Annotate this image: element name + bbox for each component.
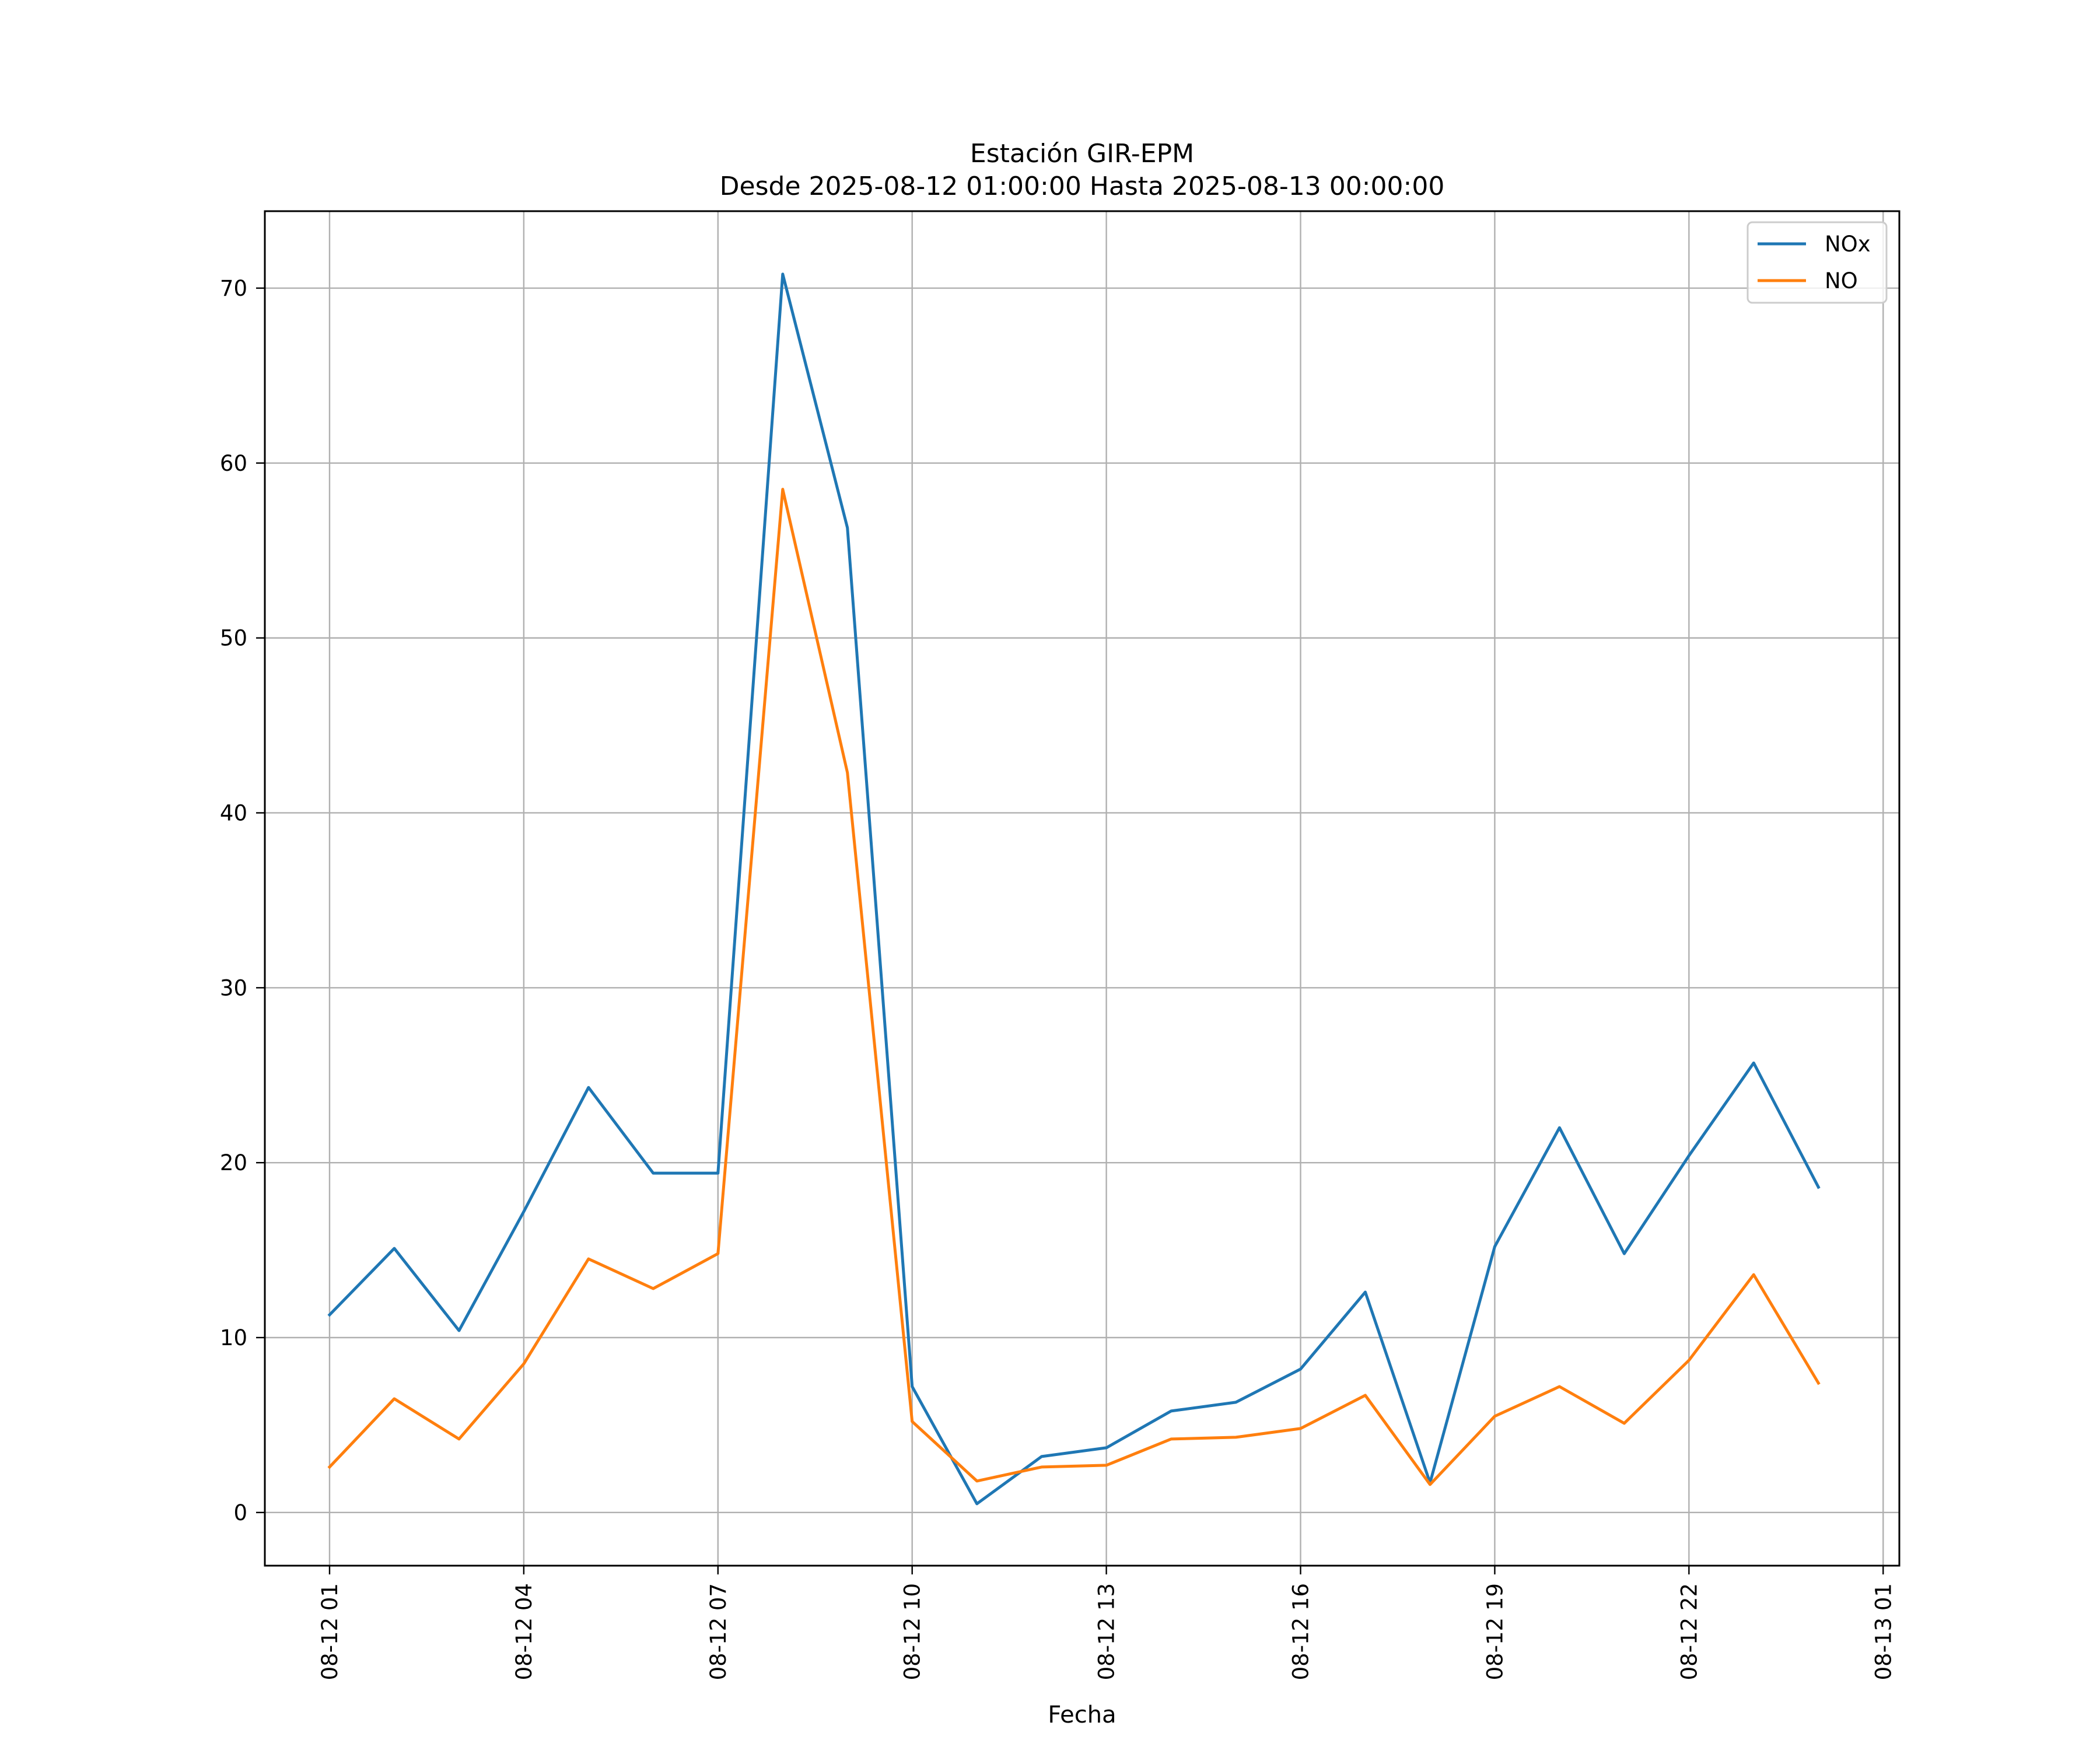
- series-line-nox: [327, 272, 1821, 1506]
- x-tick-label: 08-12 13: [1094, 1583, 1119, 1680]
- y-axis: 0 10 20 30 40 50 60 70: [220, 276, 265, 1525]
- chart-title: Estación GIR-EPM: [970, 139, 1194, 169]
- x-tick-label: 08-12 19: [1482, 1583, 1507, 1680]
- grid-lines: [265, 211, 1899, 1566]
- y-tick-label: 10: [220, 1325, 247, 1350]
- x-tick-label: 08-13 01: [1871, 1583, 1896, 1680]
- x-axis: 08-12 01 08-12 04 08-12 07 08-12 10 08-12 13…: [317, 1566, 1896, 1680]
- data-lines: [327, 272, 1821, 1506]
- y-tick-label: 20: [220, 1150, 247, 1175]
- legend-label-nox: NOx: [1825, 232, 1871, 257]
- legend-label-no: NO: [1825, 268, 1858, 293]
- series-line-no: [327, 488, 1821, 1486]
- y-tick-label: 50: [220, 626, 247, 651]
- x-tick-label: 08-12 07: [706, 1583, 731, 1680]
- chart-subtitle: Desde 2025-08-12 01:00:00 Hasta 2025-08-…: [720, 172, 1445, 201]
- x-axis-label: Fecha: [1048, 1702, 1116, 1728]
- y-tick-label: 70: [220, 276, 247, 301]
- y-tick-label: 40: [220, 800, 247, 825]
- x-tick-label: 08-12 01: [317, 1583, 342, 1680]
- plot-frame: [264, 210, 1901, 1567]
- x-tick-label: 08-12 04: [512, 1583, 537, 1680]
- x-tick-label: 08-12 22: [1676, 1583, 1702, 1680]
- y-tick-label: 30: [220, 975, 247, 1000]
- y-tick-label: 60: [220, 451, 247, 476]
- y-tick-label: 0: [233, 1500, 247, 1525]
- x-tick-label: 08-12 16: [1289, 1583, 1314, 1680]
- legend: NOx NO: [1746, 221, 1888, 304]
- x-tick-label: 08-12 10: [900, 1583, 925, 1680]
